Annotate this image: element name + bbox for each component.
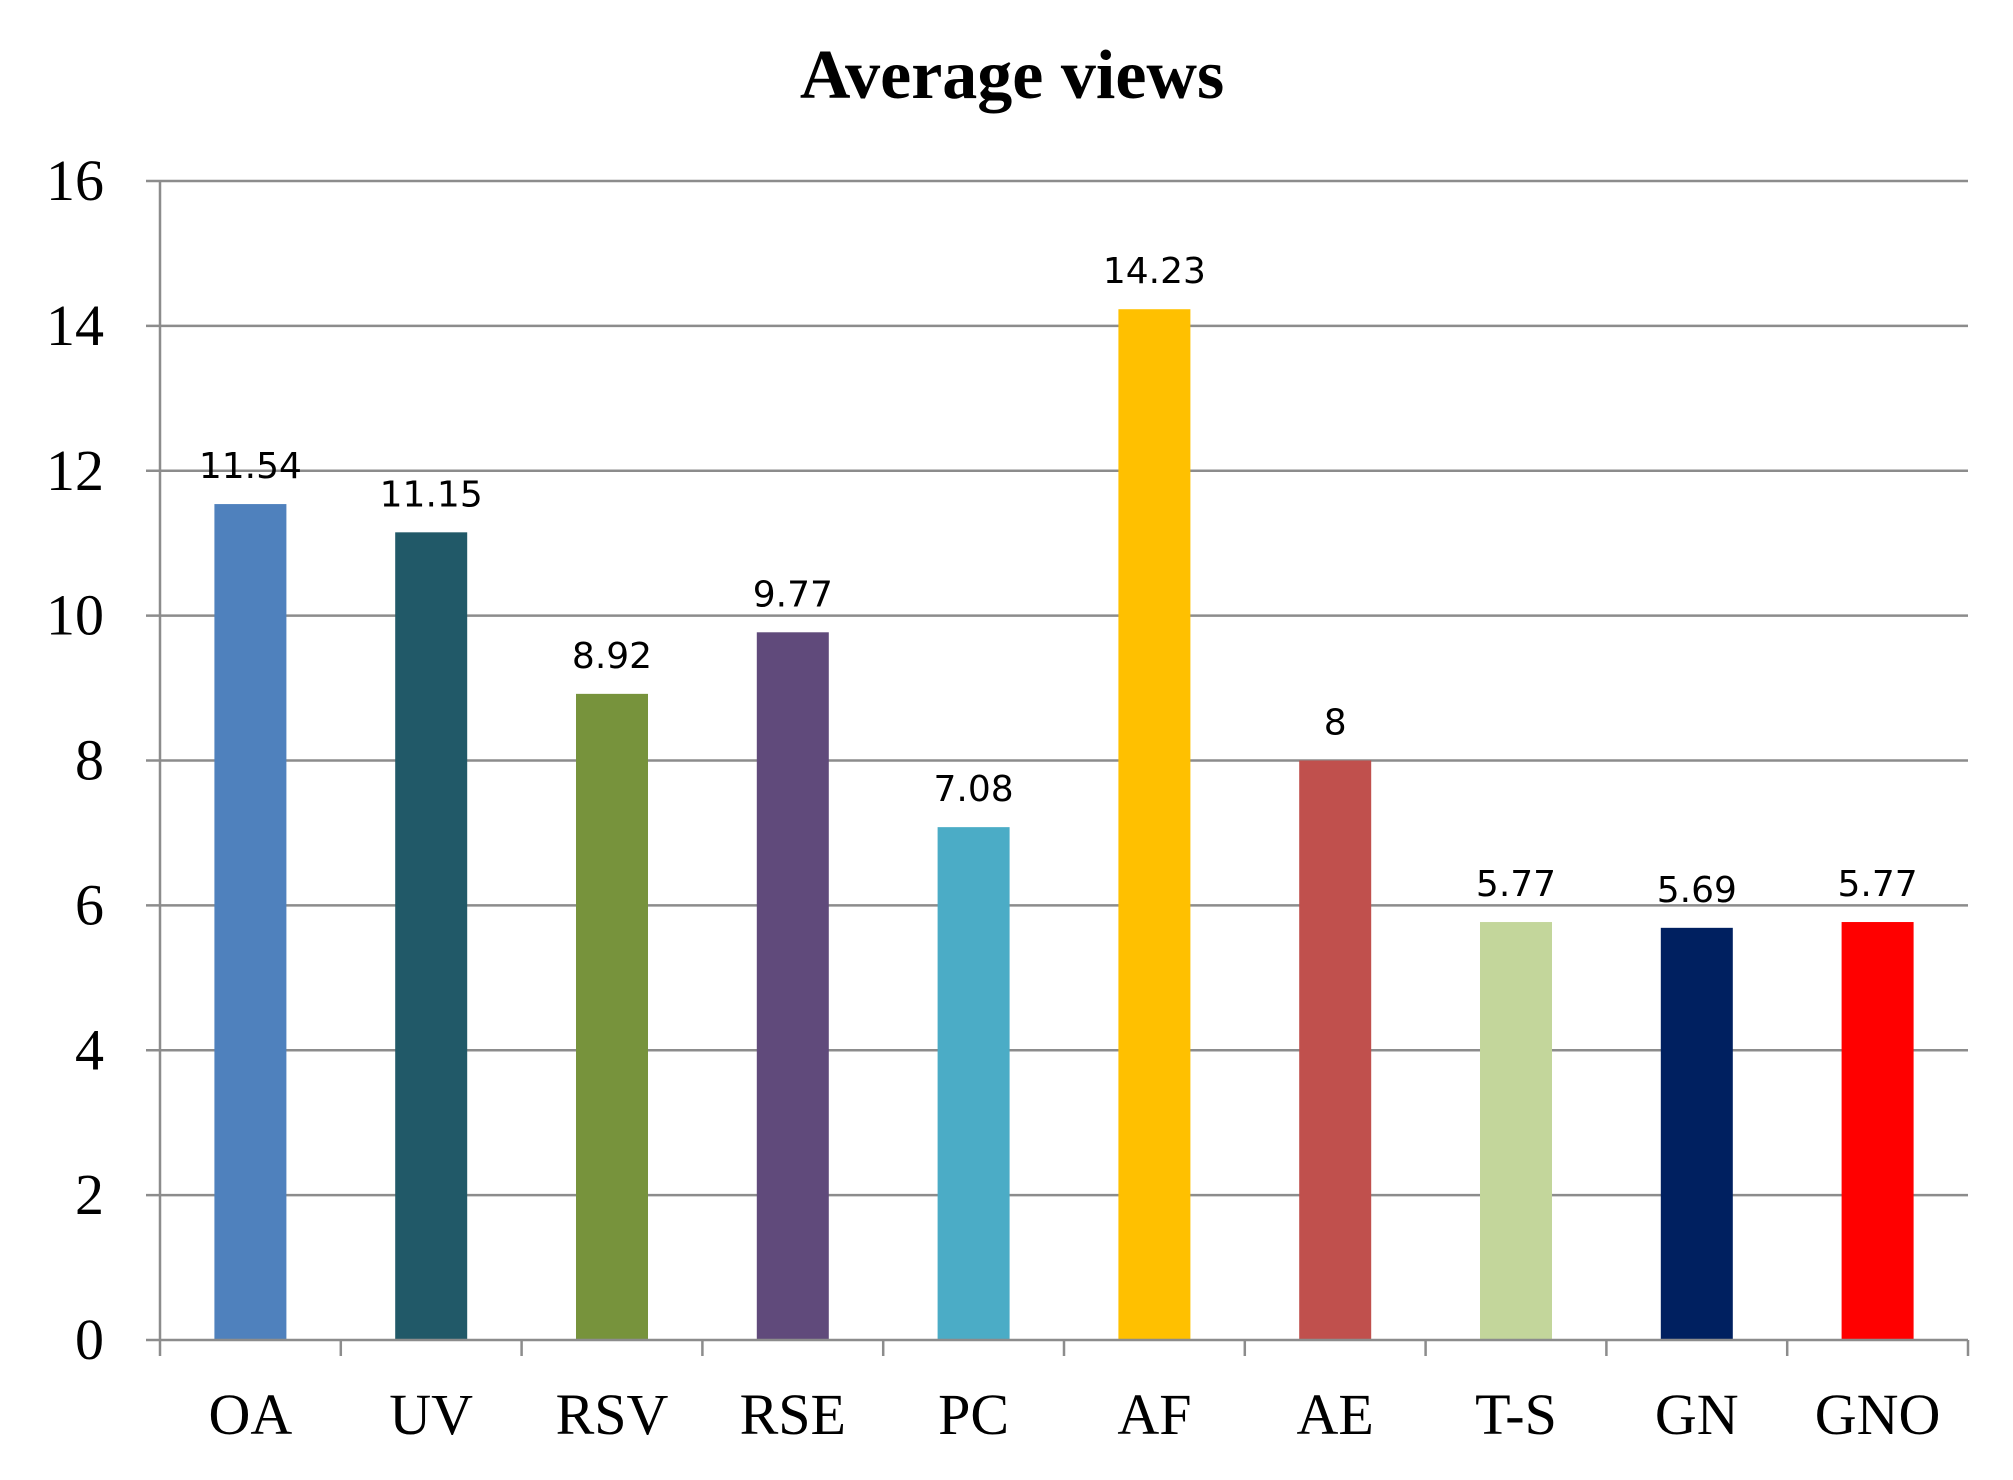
y-tick-label: 12 xyxy=(46,438,104,503)
value-label-rse: 9.77 xyxy=(753,574,833,615)
bar-gn xyxy=(1660,927,1733,1340)
x-tick-label-rsv: RSV xyxy=(556,1382,669,1447)
bar-rse xyxy=(756,632,829,1340)
value-label-af: 14.23 xyxy=(1103,251,1206,292)
x-tick-label-ae: AE xyxy=(1297,1382,1374,1447)
bar-t-s xyxy=(1480,922,1552,1340)
y-tick-label: 8 xyxy=(75,728,104,793)
value-label-gn: 5.69 xyxy=(1657,870,1737,911)
axes xyxy=(146,179,1970,1356)
value-label-ae: 8 xyxy=(1324,703,1347,744)
x-tick-label-gno: GNO xyxy=(1815,1382,1941,1447)
bar-ae xyxy=(1299,760,1372,1340)
y-tick-label: 4 xyxy=(75,1017,104,1082)
x-tick-label-rse: RSE xyxy=(740,1382,846,1447)
bar-af xyxy=(1118,309,1191,1341)
bar-oa xyxy=(214,504,287,1340)
y-tick-label: 2 xyxy=(75,1162,104,1227)
bar-rsv xyxy=(576,693,648,1340)
value-label-t-s: 5.77 xyxy=(1476,864,1556,905)
bar-gno xyxy=(1841,922,1914,1340)
x-tick-label-oa: OA xyxy=(209,1382,293,1447)
y-tick-label: 14 xyxy=(46,293,104,358)
value-label-rsv: 8.92 xyxy=(572,636,652,677)
y-tick-label: 0 xyxy=(75,1307,104,1372)
value-label-pc: 7.08 xyxy=(934,769,1014,810)
value-label-oa: 11.54 xyxy=(199,446,302,487)
x-tick-label-uv: UV xyxy=(389,1382,473,1447)
y-tick-label: 16 xyxy=(46,148,104,213)
bar-uv xyxy=(395,532,468,1340)
x-tick-label-af: AF xyxy=(1117,1382,1191,1447)
x-tick-label-t-s: T-S xyxy=(1475,1382,1557,1447)
bar-pc xyxy=(937,827,1010,1340)
value-label-gno: 5.77 xyxy=(1838,864,1918,905)
x-axis-ticks: OA UV RSV RSE PC AF AE T-S GN GNO xyxy=(209,1382,1941,1447)
value-label-uv: 11.15 xyxy=(380,474,483,515)
value-labels: 11.54 11.15 8.92 9.77 7.08 14.23 8 5.77 5.69 5.77 xyxy=(199,251,1918,911)
y-axis-ticks: 0 2 4 6 8 10 12 14 16 xyxy=(46,148,104,1372)
x-tick-label-gn: GN xyxy=(1655,1382,1739,1447)
chart-title: Average views xyxy=(800,37,1224,114)
y-tick-label: 6 xyxy=(75,872,104,937)
bars xyxy=(214,309,1914,1341)
x-tick-label-pc: PC xyxy=(938,1382,1009,1447)
y-tick-label: 10 xyxy=(46,583,104,648)
